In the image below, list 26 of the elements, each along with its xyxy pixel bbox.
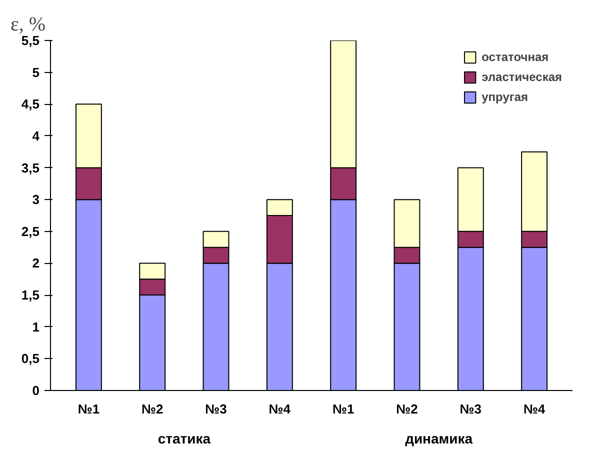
y-tick-label: 0 <box>32 383 40 398</box>
y-tick-label: 5,5 <box>21 33 40 48</box>
x-tick-label: №3 <box>460 402 482 416</box>
y-tick-label: 4,5 <box>21 96 40 112</box>
legend-label: остаточная <box>482 50 549 64</box>
y-tick-label: 3 <box>32 192 40 208</box>
y-tick-label: 1 <box>32 319 40 334</box>
y-tick-label: 4 <box>32 128 40 144</box>
x-tick-label: №1 <box>78 402 100 416</box>
y-tick-label: 1,5 <box>21 288 40 303</box>
y-axis-title: ε, % <box>10 14 46 36</box>
x-tick-label: №4 <box>523 402 546 416</box>
y-tick-label: 0,5 <box>21 351 40 366</box>
x-tick-label: №3 <box>205 402 227 416</box>
legend-label: упругая <box>482 90 528 104</box>
x-tick-label: №4 <box>268 402 292 416</box>
y-tick-label: 2,5 <box>21 224 40 239</box>
legend-label: эластическая <box>482 70 562 84</box>
x-tick-label: №1 <box>332 402 354 416</box>
text: статика <box>158 430 211 446</box>
y-tick-label: 5 <box>32 64 40 80</box>
y-tick-label: 2 <box>32 256 40 271</box>
y-tick-label: 3,5 <box>21 160 40 176</box>
x-tick-label: №2 <box>396 402 418 416</box>
x-tick-label: №2 <box>141 402 164 416</box>
text: динамика <box>405 430 473 446</box>
